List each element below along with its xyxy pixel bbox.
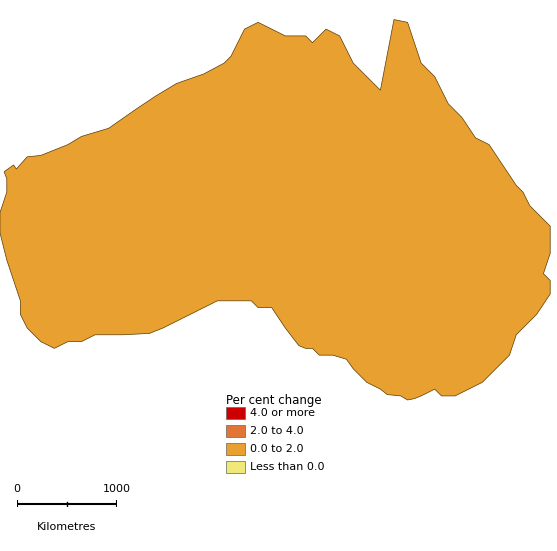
Text: Less than 0.0: Less than 0.0	[250, 462, 324, 472]
Text: Per cent change: Per cent change	[226, 394, 321, 407]
Text: 0: 0	[13, 484, 20, 494]
Text: 2.0 to 4.0: 2.0 to 4.0	[250, 426, 303, 436]
Text: 4.0 or more: 4.0 or more	[250, 408, 315, 418]
Text: 1000: 1000	[103, 484, 131, 494]
Polygon shape	[0, 20, 550, 400]
Text: Kilometres: Kilometres	[37, 522, 96, 532]
Text: 0.0 to 2.0: 0.0 to 2.0	[250, 444, 303, 454]
